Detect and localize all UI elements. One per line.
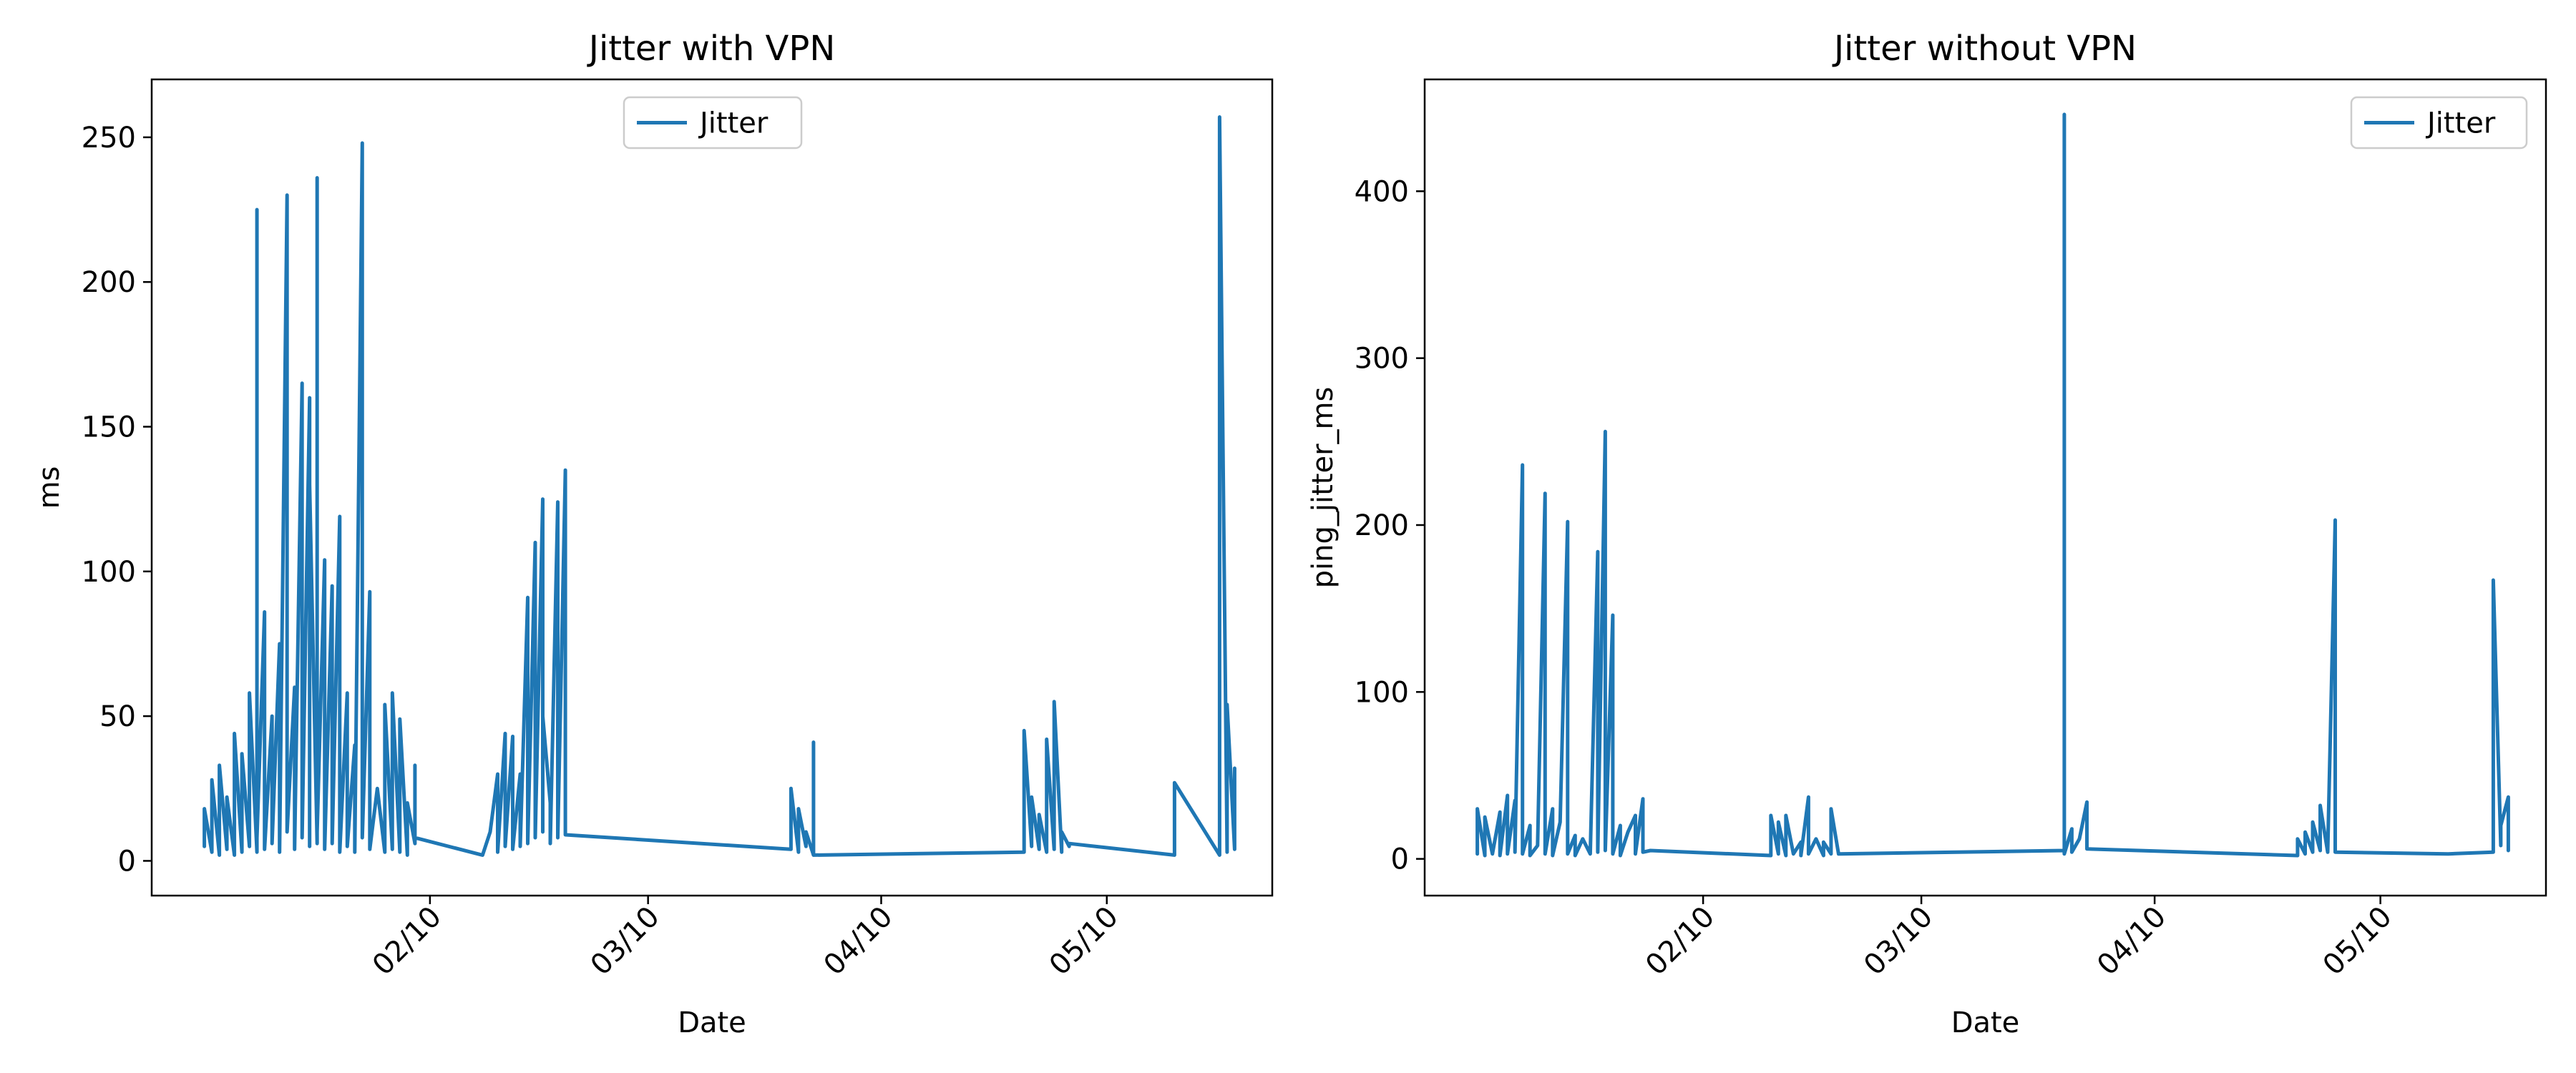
series-line-jitter	[203, 115, 1236, 857]
x-axis-label: Date	[678, 1006, 746, 1039]
x-tick-label: 03/10	[585, 901, 666, 982]
x-tick-label: 02/10	[1639, 901, 1721, 982]
x-tick-label: 02/10	[366, 901, 448, 982]
axes-frame	[1423, 78, 2547, 897]
y-tick-label: 250	[82, 122, 136, 155]
axes-frame	[150, 78, 1274, 897]
legend: Jitter	[623, 96, 803, 150]
y-tick-label: 200	[1355, 509, 1409, 542]
chart-panel-1: 0 50 100 150 200 250 02/10 03/10 04/10 05/10 Jitte…	[33, 29, 1274, 1039]
legend-label: Jitter	[698, 107, 769, 140]
y-axis-label: ping_jitter_ms	[1307, 387, 1340, 589]
y-tick-label: 0	[1391, 843, 1409, 876]
y-tick-label: 300	[1355, 343, 1409, 376]
y-tick-label: 100	[1355, 676, 1409, 709]
x-tick-label: 05/10	[1043, 901, 1125, 982]
chart-title: Jitter without VPN	[1832, 29, 2137, 69]
y-tick-label: 400	[1355, 175, 1409, 208]
y-tick-label: 0	[118, 845, 136, 878]
series-line-jitter	[1475, 112, 2510, 858]
y-axis-label: ms	[33, 466, 66, 509]
y-tick-label: 200	[82, 266, 136, 299]
y-tick-label: 50	[99, 700, 136, 733]
legend-box	[2350, 96, 2528, 150]
x-tick-label: 05/10	[2317, 901, 2399, 982]
chart-title: Jitter with VPN	[587, 29, 835, 69]
legend: Jitter	[2350, 96, 2528, 150]
legend-box	[623, 96, 803, 150]
chart-panel-2: 0 100 200 300 400 02/10 03/10 04/10 05/10 Jitter …	[1307, 29, 2547, 1039]
legend-label: Jitter	[2425, 107, 2496, 140]
y-tick-label: 150	[82, 411, 136, 444]
x-tick-label: 03/10	[1858, 901, 1939, 982]
x-tick-label: 04/10	[818, 901, 899, 982]
y-tick-label: 100	[82, 556, 136, 589]
x-axis-label: Date	[1951, 1006, 2020, 1039]
x-tick-label: 04/10	[2091, 901, 2172, 982]
